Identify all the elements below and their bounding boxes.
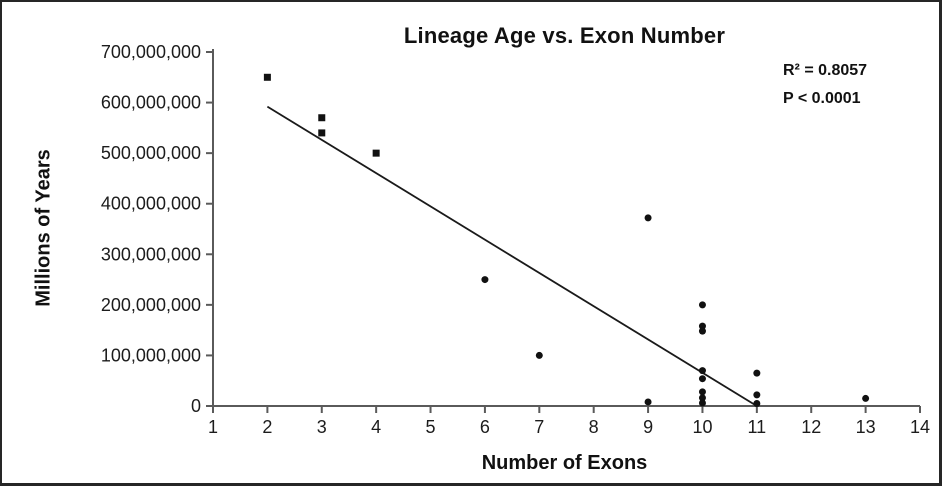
data-point-circle xyxy=(698,394,706,402)
y-tick-label: 400,000,000 xyxy=(101,194,201,214)
data-point-square xyxy=(318,114,326,122)
stats-annotation: R² = 0.8057 P < 0.0001 xyxy=(783,57,867,113)
x-tick-label: 5 xyxy=(426,417,436,437)
x-tick-label: 4 xyxy=(371,417,381,437)
y-tick-label: 700,000,000 xyxy=(101,42,201,62)
data-point-circle xyxy=(698,399,706,407)
x-tick-label: 2 xyxy=(262,417,272,437)
data-point-circle xyxy=(753,369,761,377)
data-point-circle xyxy=(535,351,543,359)
x-tick-label: 7 xyxy=(534,417,544,437)
data-point-circle xyxy=(644,214,652,222)
data-point-circle xyxy=(698,375,706,383)
data-point-square xyxy=(318,129,326,137)
data-point-circle xyxy=(698,327,706,335)
y-tick-label: 600,000,000 xyxy=(101,93,201,113)
x-tick-label: 14 xyxy=(910,417,930,437)
x-tick-label: 12 xyxy=(801,417,821,437)
x-tick-label: 13 xyxy=(856,417,876,437)
r-squared-value: R² = 0.8057 xyxy=(783,62,868,79)
p-value: P < 0.0001 xyxy=(783,90,861,107)
y-tick-label: 100,000,000 xyxy=(101,345,201,365)
data-point-square xyxy=(263,73,271,81)
y-tick-label: 200,000,000 xyxy=(101,295,201,315)
data-point-circle xyxy=(698,388,706,396)
data-point-circle xyxy=(698,367,706,375)
x-tick-label: 9 xyxy=(643,417,653,437)
x-tick-label: 3 xyxy=(317,417,327,437)
regression-trendline xyxy=(266,105,758,407)
y-tick-label: 300,000,000 xyxy=(101,244,201,264)
data-point-square xyxy=(372,149,380,157)
data-point-circle xyxy=(698,301,706,309)
y-tick-label: 500,000,000 xyxy=(101,143,201,163)
chart-title: Lineage Age vs. Exon Number xyxy=(403,23,726,48)
y-tick-label: 0 xyxy=(191,396,201,416)
x-axis-title: Number of Exons xyxy=(481,452,648,474)
x-tick-label: 10 xyxy=(692,417,712,437)
x-tick-label: 11 xyxy=(748,417,767,437)
x-tick-label: 1 xyxy=(208,417,218,437)
data-point-circle xyxy=(481,276,489,284)
x-tick-label: 6 xyxy=(480,417,490,437)
x-tick-label: 8 xyxy=(589,417,599,437)
data-point-circle xyxy=(753,399,761,407)
data-point-circle xyxy=(753,391,761,399)
data-point-circle xyxy=(644,398,652,406)
data-point-circle xyxy=(698,322,706,330)
data-point-circle xyxy=(862,394,870,402)
